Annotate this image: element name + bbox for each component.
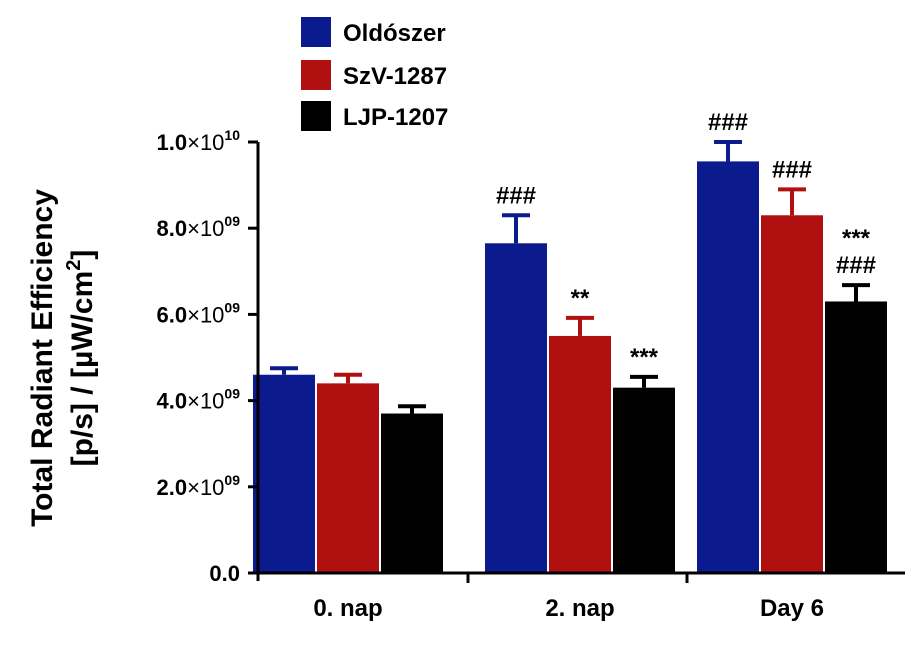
significance-annotation: ###: [496, 182, 536, 209]
x-category-label: Day 6: [760, 595, 824, 622]
bar-1-2: [761, 215, 823, 573]
legend-swatch-0: [301, 17, 331, 47]
legend-label-0: Oldószer: [343, 20, 446, 47]
x-category-label: 2. nap: [545, 595, 614, 622]
y-tick-label: 1.0×1010: [157, 127, 241, 155]
legend-label-2: LJP-1207: [343, 104, 448, 131]
y-axis-label-line2: [p/s] / [µW/cm2]: [63, 250, 99, 467]
y-tick-label: 2.0×1009: [157, 472, 241, 500]
significance-annotation: ***: [842, 225, 871, 252]
significance-annotation: ###: [772, 156, 812, 183]
y-tick-label: 4.0×1009: [157, 386, 241, 414]
bar-2-0: [381, 413, 443, 573]
bar-2-2: [825, 301, 887, 573]
bar-2-1: [613, 387, 675, 573]
y-axis-label-line1: Total Radiant Efficiency: [26, 189, 59, 527]
significance-annotation: **: [571, 285, 590, 312]
significance-annotation: ###: [708, 109, 748, 136]
x-category-label: 0. nap: [313, 595, 382, 622]
y-tick-label: 0.0: [209, 561, 240, 586]
bar-0-1: [485, 243, 547, 573]
bar-1-1: [549, 335, 611, 573]
legend-label-1: SzV-1287: [343, 63, 447, 90]
bar-0-0: [253, 374, 315, 573]
legend-swatch-1: [301, 60, 331, 90]
y-tick-label: 6.0×1009: [157, 299, 241, 327]
significance-annotation: ###: [836, 252, 876, 279]
legend-swatch-2: [301, 101, 331, 131]
bar-0-2: [697, 161, 759, 573]
y-tick-label: 8.0×1009: [157, 213, 241, 241]
significance-annotation: ***: [630, 344, 659, 371]
bar-1-0: [317, 383, 379, 573]
